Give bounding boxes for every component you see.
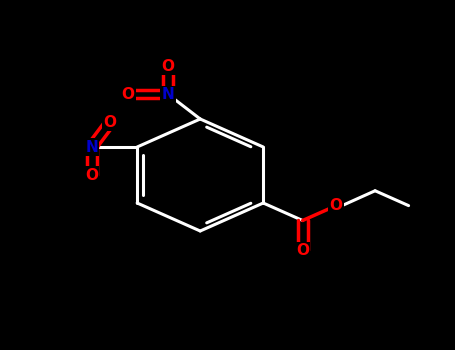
Text: O: O [121, 87, 135, 102]
Text: N: N [162, 87, 174, 102]
Text: O: O [162, 59, 175, 74]
Text: O: O [329, 198, 343, 213]
Text: N: N [85, 140, 98, 154]
Text: O: O [296, 243, 309, 258]
Text: O: O [85, 168, 98, 182]
Text: O: O [103, 115, 116, 130]
